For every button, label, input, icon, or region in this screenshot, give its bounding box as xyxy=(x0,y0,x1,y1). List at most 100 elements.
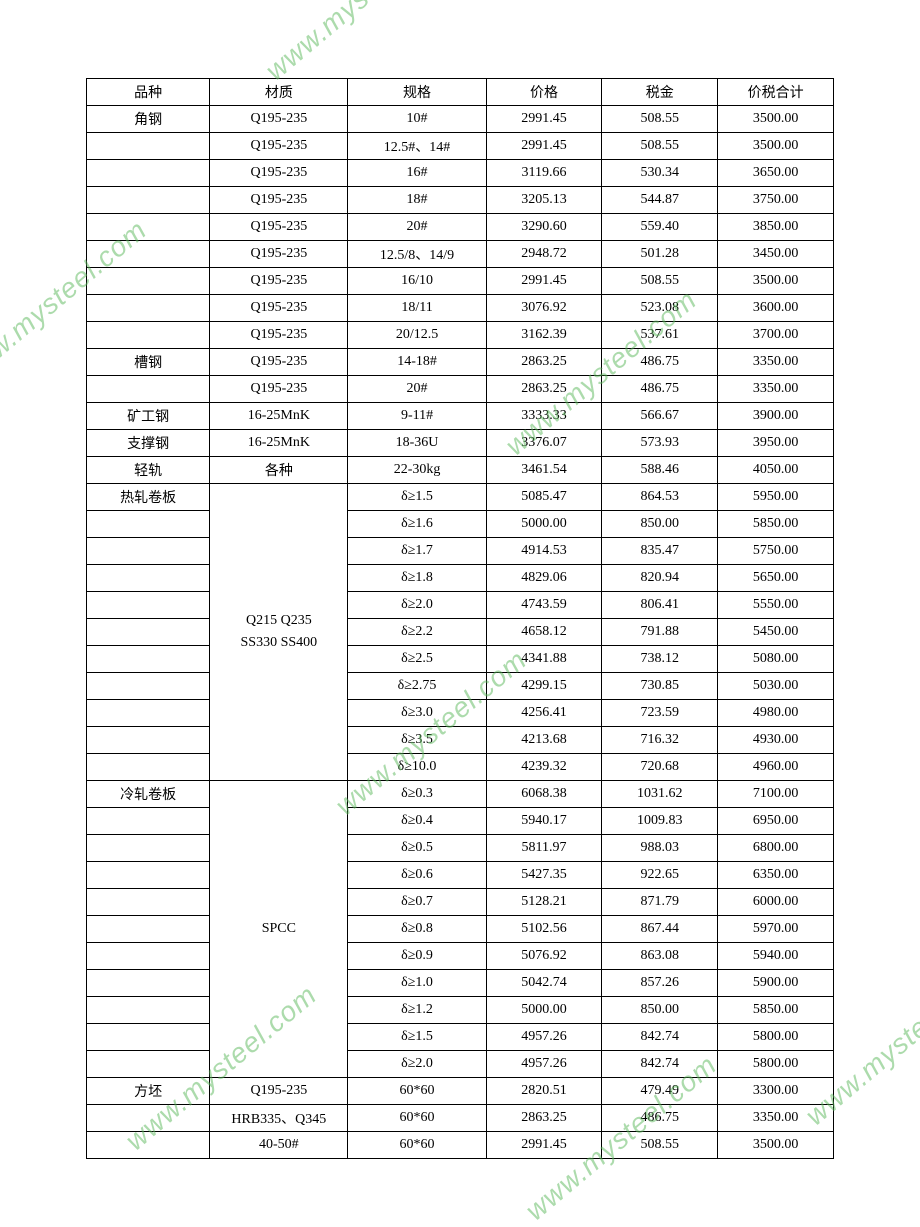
cell-spec: δ≥1.5 xyxy=(348,484,486,511)
cell-material: Q195-235 xyxy=(210,268,348,295)
cell-variety: 热轧卷板 xyxy=(87,484,210,511)
cell-total: 6800.00 xyxy=(718,835,834,862)
table-row: Q195-23518#3205.13544.873750.00 xyxy=(87,187,834,214)
table-row: 槽钢Q195-23514-18#2863.25486.753350.00 xyxy=(87,349,834,376)
cell-price: 2991.45 xyxy=(486,1132,602,1159)
cell-material: Q195-235 xyxy=(210,133,348,160)
cell-price: 6068.38 xyxy=(486,781,602,808)
cell-total: 5950.00 xyxy=(718,484,834,511)
table-row: Q195-23512.5#、14#2991.45508.553500.00 xyxy=(87,133,834,160)
cell-spec: δ≥1.2 xyxy=(348,997,486,1024)
cell-variety: 角钢 xyxy=(87,106,210,133)
cell-total: 3900.00 xyxy=(718,403,834,430)
table-row: δ≥0.65427.35922.656350.00 xyxy=(87,862,834,889)
cell-price: 4239.32 xyxy=(486,754,602,781)
cell-spec: 16/10 xyxy=(348,268,486,295)
cell-total: 3600.00 xyxy=(718,295,834,322)
cell-tax: 922.65 xyxy=(602,862,718,889)
cell-variety xyxy=(87,1051,210,1078)
cell-material: Q195-235 xyxy=(210,187,348,214)
table-row: δ≥1.05042.74857.265900.00 xyxy=(87,970,834,997)
cell-tax: 835.47 xyxy=(602,538,718,565)
table-row: δ≥2.04743.59806.415550.00 xyxy=(87,592,834,619)
cell-variety xyxy=(87,268,210,295)
cell-material: HRB335、Q345 xyxy=(210,1105,348,1132)
cell-tax: 530.34 xyxy=(602,160,718,187)
cell-price: 2948.72 xyxy=(486,241,602,268)
cell-price: 2863.25 xyxy=(486,376,602,403)
cell-tax: 544.87 xyxy=(602,187,718,214)
cell-total: 5450.00 xyxy=(718,619,834,646)
price-table-container: 品种 材质 规格 价格 税金 价税合计 角钢Q195-23510#2991.45… xyxy=(86,78,834,1159)
cell-material: Q195-235 xyxy=(210,295,348,322)
cell-spec: δ≥2.0 xyxy=(348,592,486,619)
cell-material: 各种 xyxy=(210,457,348,484)
cell-variety xyxy=(87,970,210,997)
cell-tax: 566.67 xyxy=(602,403,718,430)
cell-spec: δ≥0.3 xyxy=(348,781,486,808)
cell-variety xyxy=(87,619,210,646)
cell-spec: δ≥0.8 xyxy=(348,916,486,943)
cell-total: 4960.00 xyxy=(718,754,834,781)
cell-total: 5940.00 xyxy=(718,943,834,970)
cell-tax: 730.85 xyxy=(602,673,718,700)
table-row: Q195-23516#3119.66530.343650.00 xyxy=(87,160,834,187)
cell-spec: δ≥0.4 xyxy=(348,808,486,835)
cell-tax: 1009.83 xyxy=(602,808,718,835)
cell-tax: 850.00 xyxy=(602,511,718,538)
header-tax: 税金 xyxy=(602,79,718,106)
cell-tax: 588.46 xyxy=(602,457,718,484)
cell-material: Q195-235 xyxy=(210,322,348,349)
cell-price: 4213.68 xyxy=(486,727,602,754)
cell-variety xyxy=(87,673,210,700)
cell-tax: 820.94 xyxy=(602,565,718,592)
cell-price: 3333.33 xyxy=(486,403,602,430)
cell-material: 40-50# xyxy=(210,1132,348,1159)
table-row: Q195-23516/102991.45508.553500.00 xyxy=(87,268,834,295)
table-row: 方坯Q195-23560*602820.51479.493300.00 xyxy=(87,1078,834,1105)
table-row: Q195-23518/113076.92523.083600.00 xyxy=(87,295,834,322)
cell-price: 4256.41 xyxy=(486,700,602,727)
cell-price: 4658.12 xyxy=(486,619,602,646)
table-row: δ≥1.74914.53835.475750.00 xyxy=(87,538,834,565)
cell-variety xyxy=(87,997,210,1024)
cell-variety: 矿工钢 xyxy=(87,403,210,430)
cell-material: 16-25MnK xyxy=(210,403,348,430)
table-row: 角钢Q195-23510#2991.45508.553500.00 xyxy=(87,106,834,133)
cell-tax: 501.28 xyxy=(602,241,718,268)
cell-spec: δ≥0.7 xyxy=(348,889,486,916)
cell-price: 5076.92 xyxy=(486,943,602,970)
cell-spec: 60*60 xyxy=(348,1132,486,1159)
cell-total: 3700.00 xyxy=(718,322,834,349)
cell-tax: 508.55 xyxy=(602,133,718,160)
cell-spec: 20/12.5 xyxy=(348,322,486,349)
cell-variety xyxy=(87,862,210,889)
cell-price: 2991.45 xyxy=(486,106,602,133)
table-row: 冷轧卷板SPCCδ≥0.36068.381031.627100.00 xyxy=(87,781,834,808)
cell-price: 4299.15 xyxy=(486,673,602,700)
table-row: δ≥1.54957.26842.745800.00 xyxy=(87,1024,834,1051)
cell-variety: 轻轨 xyxy=(87,457,210,484)
cell-total: 6000.00 xyxy=(718,889,834,916)
cell-spec: 10# xyxy=(348,106,486,133)
cell-price: 2863.25 xyxy=(486,349,602,376)
cell-spec: 22-30kg xyxy=(348,457,486,484)
cell-tax: 738.12 xyxy=(602,646,718,673)
header-price: 价格 xyxy=(486,79,602,106)
cell-spec: 14-18# xyxy=(348,349,486,376)
cell-spec: δ≥0.9 xyxy=(348,943,486,970)
cell-total: 3500.00 xyxy=(718,106,834,133)
table-row: δ≥0.75128.21871.796000.00 xyxy=(87,889,834,916)
cell-material: Q195-235 xyxy=(210,106,348,133)
cell-material: Q195-235 xyxy=(210,349,348,376)
cell-total: 4050.00 xyxy=(718,457,834,484)
table-row: δ≥1.84829.06820.945650.00 xyxy=(87,565,834,592)
cell-spec: δ≥3.5 xyxy=(348,727,486,754)
cell-variety xyxy=(87,1132,210,1159)
price-table: 品种 材质 规格 价格 税金 价税合计 角钢Q195-23510#2991.45… xyxy=(86,78,834,1159)
cell-tax: 486.75 xyxy=(602,349,718,376)
watermark: www.mysteel.com xyxy=(259,0,463,87)
cell-total: 4930.00 xyxy=(718,727,834,754)
cell-tax: 537.61 xyxy=(602,322,718,349)
table-row: δ≥0.85102.56867.445970.00 xyxy=(87,916,834,943)
